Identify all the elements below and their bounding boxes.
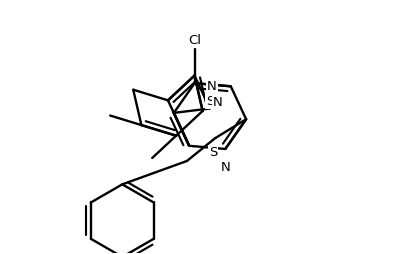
Text: N: N [207, 80, 216, 93]
Text: N: N [220, 161, 229, 174]
Text: N: N [212, 97, 222, 109]
Text: S: S [209, 146, 217, 159]
Text: Cl: Cl [188, 34, 201, 47]
Text: S: S [205, 95, 213, 108]
